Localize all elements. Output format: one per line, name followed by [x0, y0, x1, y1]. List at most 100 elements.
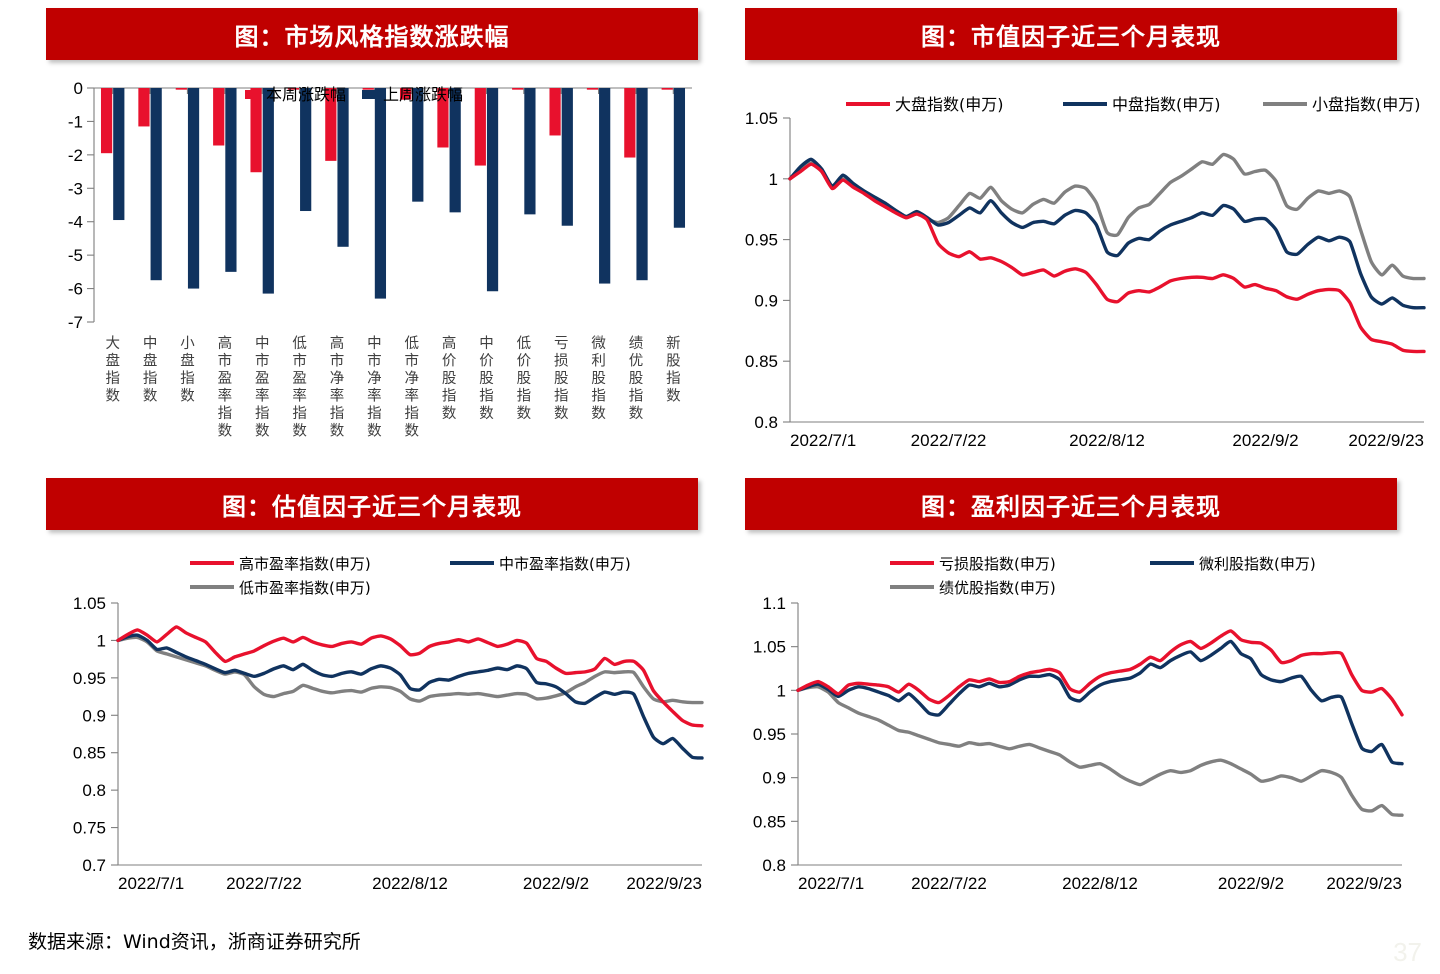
bar-this-week: [100, 88, 113, 154]
x-tick-label: 2022/7/1: [118, 874, 184, 893]
bar-this-week: [138, 88, 150, 127]
chart-title-valuation-factor: 图：估值因子近三个月表现: [46, 478, 698, 530]
series-line: [788, 152, 1426, 281]
svg-text:数: 数: [666, 388, 681, 405]
svg-text:数: 数: [479, 405, 494, 422]
svg-text:指: 指: [554, 388, 569, 405]
chart-market-style-change: 0 -1 -2 -3 -4 -5 -6 -7 大盘指数中盘指数小盘指数高市盈率指数中市盈率指数低…: [40, 70, 700, 450]
bar-this-week: [661, 88, 673, 90]
x-tick-label: 2022/9/23: [1348, 431, 1424, 450]
bar-category-label: 低市盈率指数: [292, 335, 307, 440]
legend-label: 中盘指数(申万): [1112, 95, 1221, 114]
chart-title-size-factor: 图：市值因子近三个月表现: [745, 8, 1397, 60]
svg-text:市: 市: [292, 353, 307, 370]
x-tick-label: 2022/8/12: [372, 874, 448, 893]
svg-text:市: 市: [218, 353, 233, 370]
svg-text:数: 数: [255, 423, 270, 440]
bar-y-tick-label: -5: [68, 246, 83, 265]
y-tick-label: 0.9: [762, 769, 786, 788]
bar-this-week: [512, 88, 524, 90]
y-tick-label: 1: [97, 631, 106, 650]
svg-text:率: 率: [330, 388, 345, 405]
bar-last-week: [561, 88, 573, 226]
svg-text:指: 指: [517, 388, 532, 405]
bar-group: [512, 88, 536, 215]
series-line: [788, 157, 1426, 310]
bar-last-week: [225, 88, 237, 272]
svg-text:数: 数: [367, 423, 382, 440]
bar-last-week: [673, 88, 686, 228]
profit-factor-chart-svg: 亏损股指数(申万) 微利股指数(申万) 绩优股指数(申万) 0.8 0.85 0.9 0.9…: [753, 555, 1404, 893]
chart-profit-factor-3m: 亏损股指数(申万) 微利股指数(申万) 绩优股指数(申万) 0.8 0.85 0.9 0.9…: [730, 545, 1440, 920]
bar-this-week: [437, 88, 449, 148]
svg-text:中: 中: [143, 335, 158, 352]
bar-y-tick-label: -1: [68, 112, 83, 131]
bar-last-week: [412, 88, 424, 202]
bar-this-week: [287, 88, 300, 90]
series-line: [796, 639, 1404, 766]
svg-text:市: 市: [255, 353, 270, 370]
bar-chart-svg: 0-1-2-3-4-5-6-7大盘指数中盘指数小盘指数高市盈率指数中市盈率指数低…: [68, 79, 692, 440]
bar-last-week: [113, 88, 125, 221]
svg-text:数: 数: [554, 405, 569, 422]
bar-last-week: [300, 88, 312, 212]
bar-y-tick-label: -4: [68, 213, 83, 232]
legend-label: 微利股指数(申万): [1199, 555, 1316, 573]
svg-text:指: 指: [218, 405, 233, 422]
bar-y-tick-label: -2: [68, 146, 83, 165]
x-tick-label: 2022/7/22: [226, 874, 302, 893]
svg-text:净: 净: [404, 370, 419, 387]
bar-group: [586, 88, 611, 284]
bar-group: [437, 88, 461, 213]
y-tick-label: 0.9: [82, 706, 106, 725]
bar-group: [325, 88, 349, 247]
svg-text:中: 中: [255, 335, 270, 352]
bar-y-tick-label: -6: [68, 280, 83, 299]
svg-text:指: 指: [330, 405, 345, 422]
legend-label: 本周涨跌幅: [266, 85, 346, 104]
bar-this-week: [250, 88, 262, 173]
bar-this-week: [213, 88, 225, 146]
svg-text:数: 数: [218, 423, 233, 440]
bar-this-week: [624, 88, 636, 158]
svg-text:数: 数: [629, 405, 644, 422]
svg-text:股: 股: [666, 354, 681, 370]
svg-text:损: 损: [554, 353, 569, 370]
svg-text:股: 股: [479, 371, 494, 387]
svg-text:数: 数: [292, 423, 307, 440]
bar-category-label: 中盘指数: [143, 335, 158, 405]
y-tick-label: 1.05: [73, 594, 106, 613]
svg-text:净: 净: [330, 370, 345, 387]
legend-label: 大盘指数(申万): [895, 95, 1004, 114]
legend-swatch: [245, 90, 261, 99]
y-tick-label: 1.05: [753, 638, 786, 657]
bar-this-week: [362, 88, 374, 90]
svg-text:价: 价: [479, 354, 494, 370]
bar-last-week: [524, 88, 536, 215]
x-tick-label: 2022/9/23: [626, 874, 702, 893]
bar-category-label: 大盘指数: [105, 335, 120, 405]
legend-label: 低市盈率指数(申万): [239, 579, 371, 597]
svg-text:高: 高: [442, 335, 457, 352]
svg-text:低: 低: [517, 335, 532, 352]
bar-category-label: 小盘指数: [180, 335, 195, 405]
legend-label: 高市盈率指数(申万): [239, 555, 371, 573]
svg-text:数: 数: [330, 423, 345, 440]
chart-legend: 高市盈率指数(申万) 中市盈率指数(申万) 低市盈率指数(申万): [190, 555, 631, 597]
bar-group: [213, 88, 237, 272]
bar-group: [549, 88, 573, 226]
svg-text:指: 指: [442, 388, 457, 405]
y-tick-label: 1: [769, 170, 778, 189]
series-line: [796, 685, 1404, 817]
x-tick-label: 2022/7/22: [911, 874, 987, 893]
svg-text:数: 数: [591, 405, 606, 422]
x-tick-label: 2022/7/22: [911, 431, 987, 450]
bar-last-week: [187, 88, 200, 289]
y-tick-label: 1.05: [745, 109, 778, 128]
y-tick-label: 0.75: [73, 819, 106, 838]
bar-legend: 本周涨跌幅 上周涨跌幅: [245, 85, 463, 104]
svg-text:低: 低: [404, 335, 419, 352]
legend-label: 小盘指数(申万): [1312, 95, 1421, 114]
bar-last-week: [337, 88, 349, 247]
